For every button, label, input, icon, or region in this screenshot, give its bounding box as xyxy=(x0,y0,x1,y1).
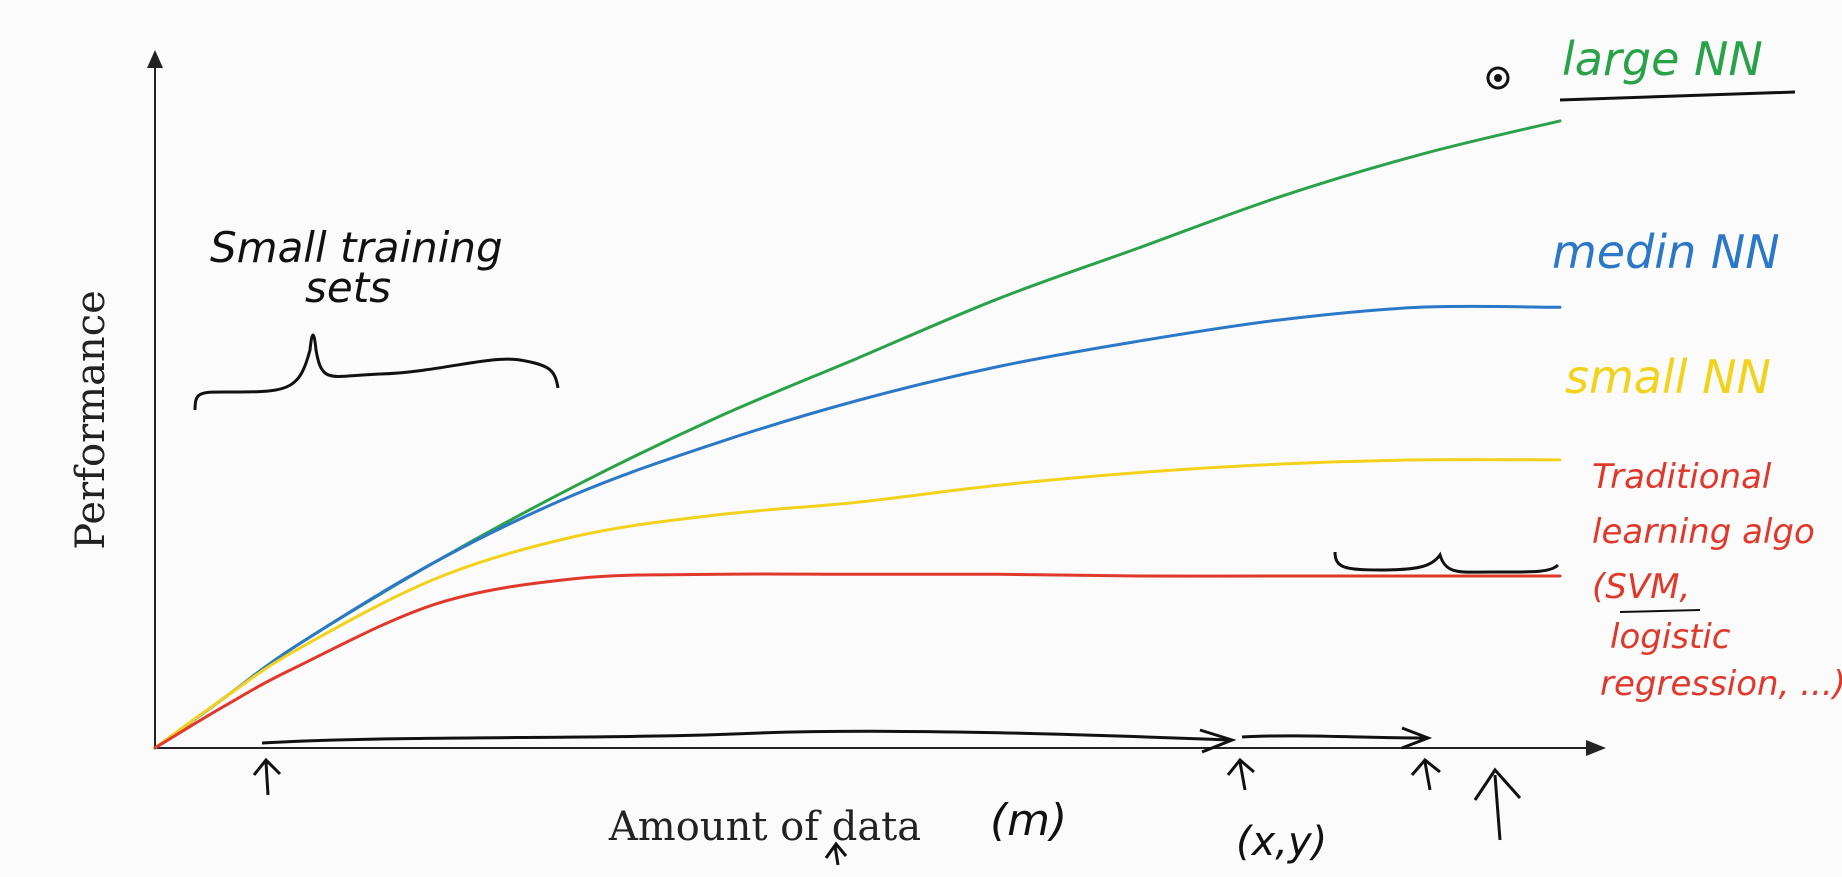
series-line-traditional-learning-algo xyxy=(153,572,1562,750)
tick-arrow-d xyxy=(1473,767,1522,841)
tick-arrow-a xyxy=(252,757,282,796)
trad-line-4: logistic xyxy=(1610,617,1731,657)
label-large-nn: large NN xyxy=(1562,32,1763,86)
series-line-medium-nn xyxy=(153,304,1562,750)
small-sets-brace xyxy=(193,333,560,411)
x-axis-arrow-icon xyxy=(1586,740,1606,756)
right-brace xyxy=(1333,551,1560,574)
range-arrow-1-head xyxy=(1199,728,1237,754)
large-nn-underline xyxy=(1559,90,1796,102)
series-layer xyxy=(153,119,1562,750)
svm-overline xyxy=(1619,609,1701,613)
large-nn-marker-center xyxy=(1494,74,1502,82)
trad-line-2: learning algo xyxy=(1592,512,1815,552)
large-nn-marker xyxy=(1486,66,1510,90)
label-small-nn: small NN xyxy=(1565,350,1771,404)
tick-arrow-e xyxy=(824,841,848,866)
range-arrow-2 xyxy=(1241,734,1426,740)
label-m: (m) xyxy=(990,795,1067,846)
label-medium-nn: medin NN xyxy=(1552,225,1780,279)
axes xyxy=(147,50,1606,756)
x-axis-label: Amount of data xyxy=(608,804,921,850)
label-small-training: Small training xyxy=(210,223,503,272)
trad-line-1: Traditional xyxy=(1592,457,1772,497)
label-xy: (x,y) xyxy=(1236,819,1327,865)
trad-line-5: regression, ...) xyxy=(1600,664,1842,704)
tick-arrow-b xyxy=(1226,757,1255,791)
series-line-large-nn xyxy=(153,119,1562,750)
range-arrow-2-head xyxy=(1401,726,1433,750)
series-line-small-nn xyxy=(153,458,1562,750)
label-traditional: Traditional learning algo (SVM, logistic… xyxy=(1592,457,1842,704)
range-arrow-1 xyxy=(261,729,1231,745)
label-sets: sets xyxy=(305,263,391,312)
y-axis-label: Performance xyxy=(68,290,114,550)
annotations: large NN medin NN small NN Traditional l… xyxy=(193,32,1842,866)
y-axis-arrow-icon xyxy=(147,50,163,68)
trad-line-3: (SVM, xyxy=(1592,567,1690,607)
tick-arrow-c xyxy=(1410,757,1441,791)
